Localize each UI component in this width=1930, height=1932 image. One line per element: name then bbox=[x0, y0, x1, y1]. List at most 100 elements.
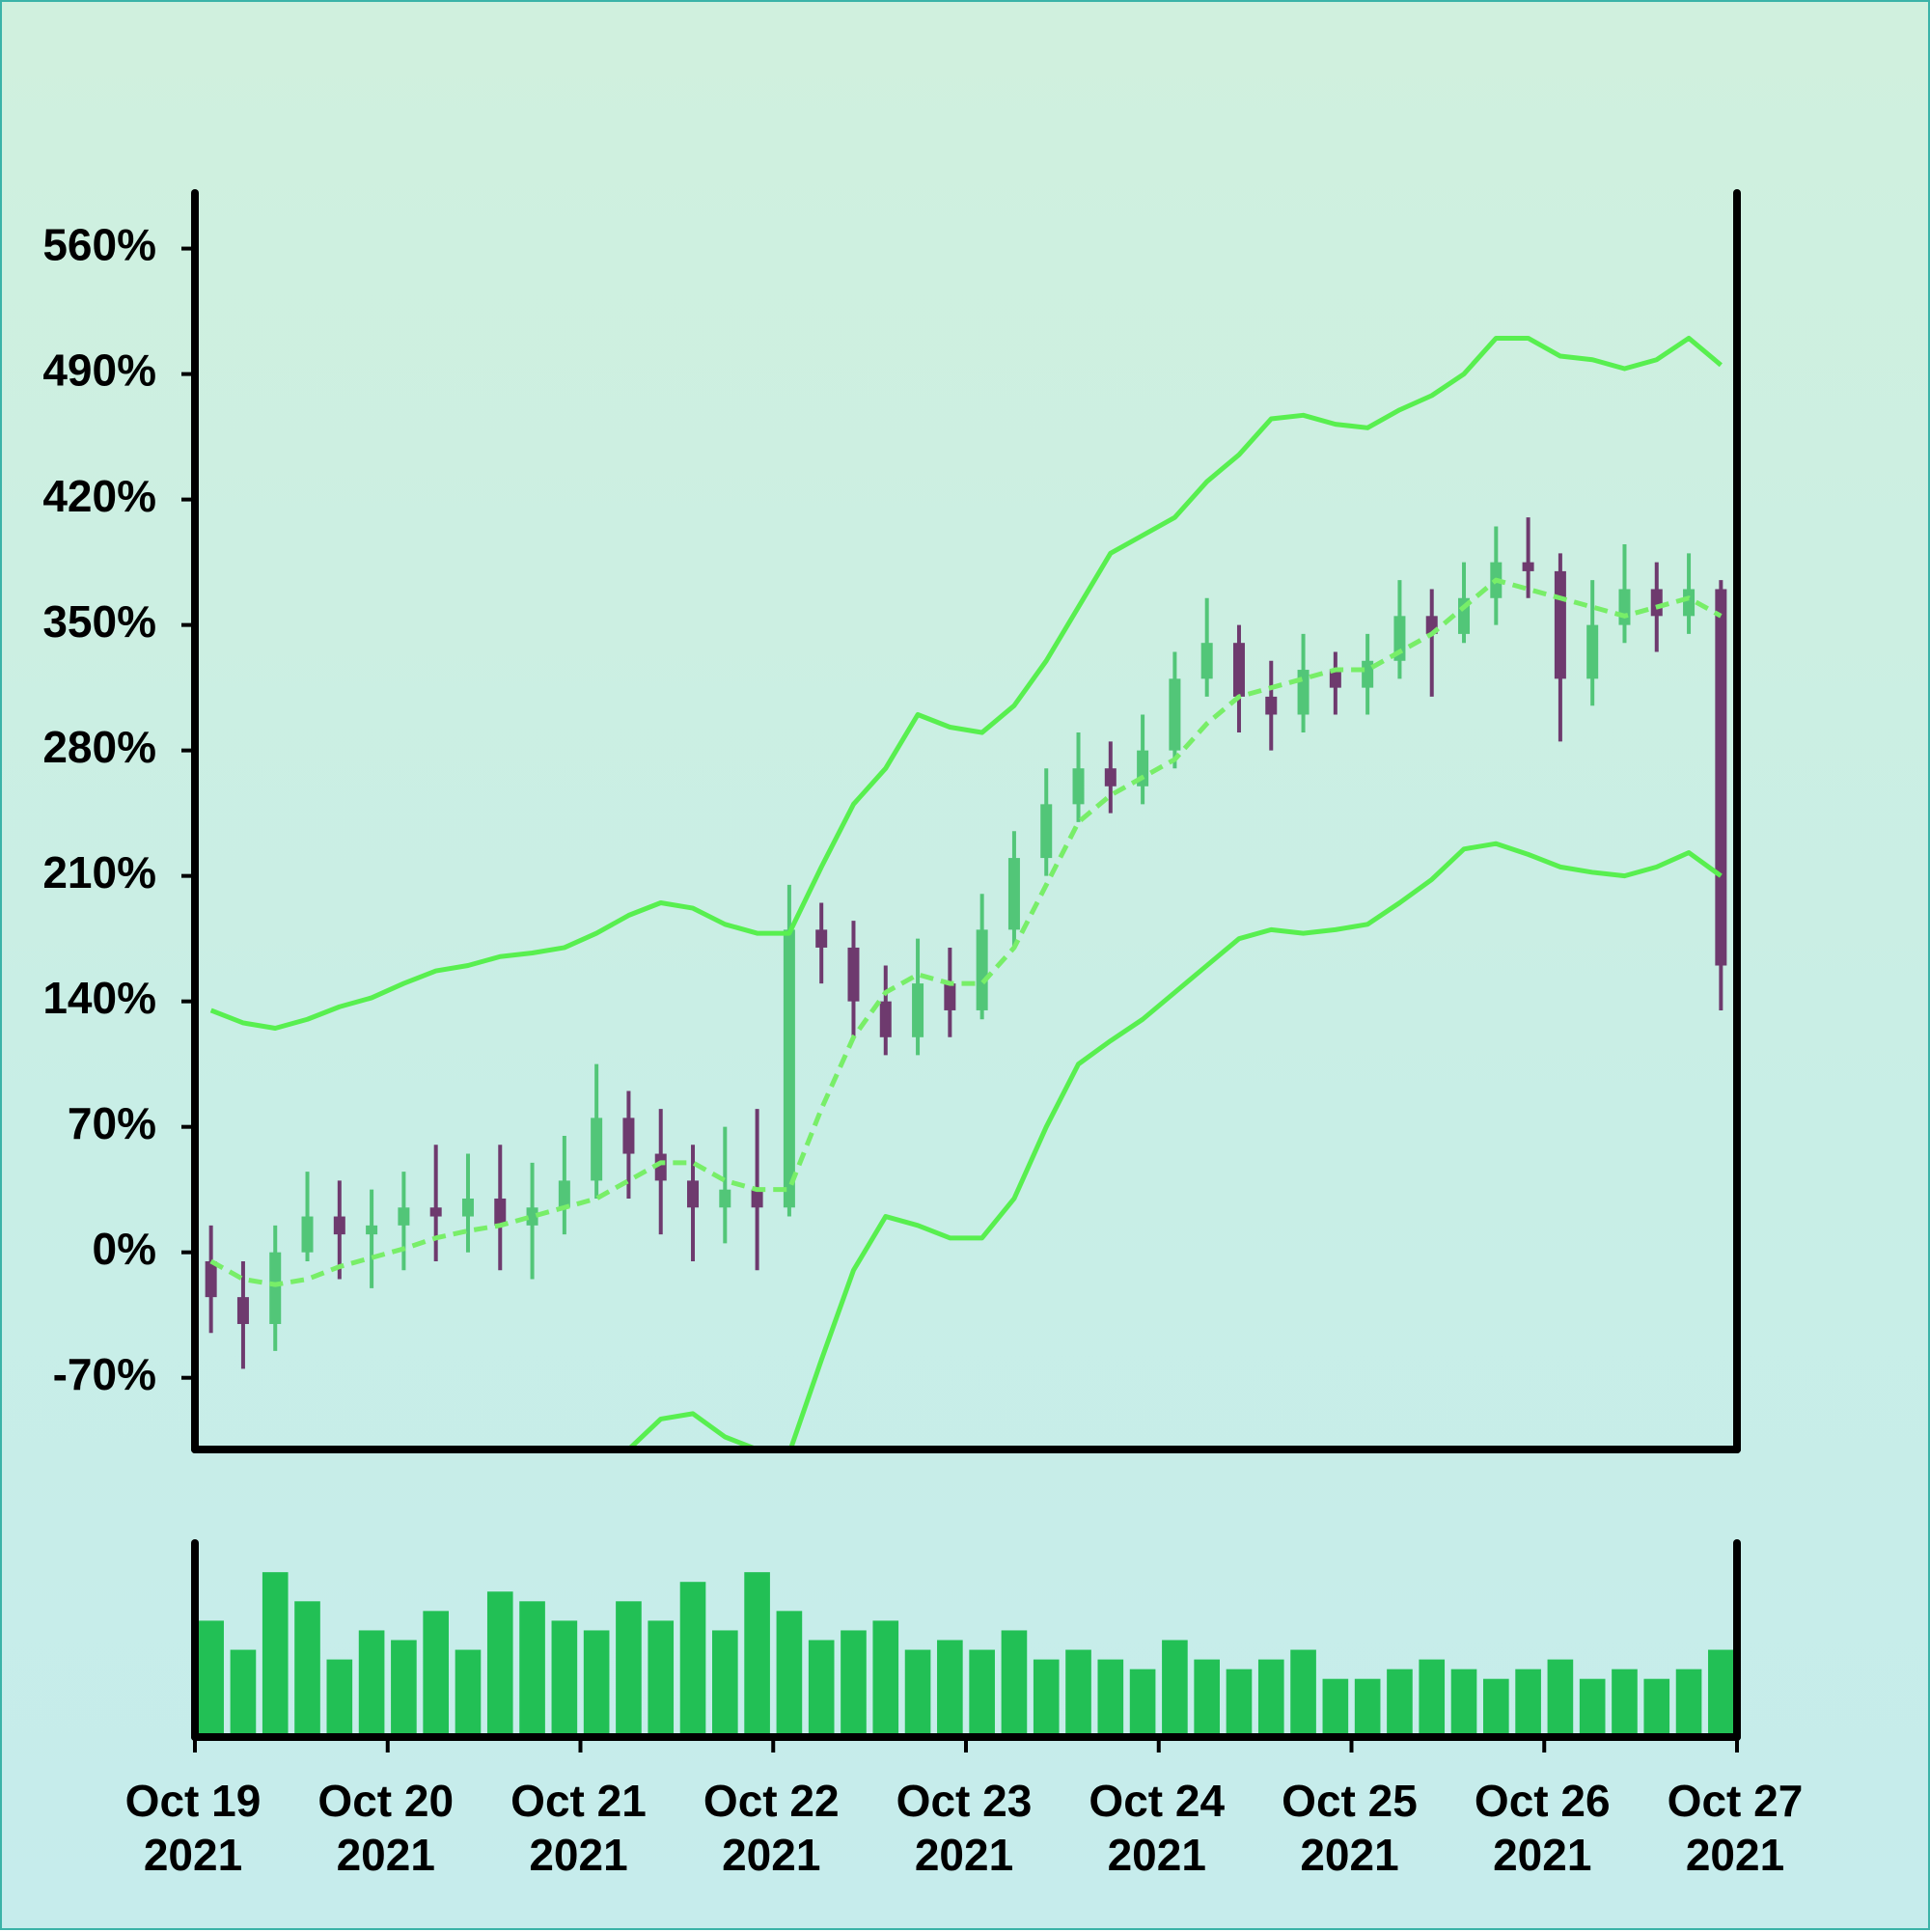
body bbox=[1683, 589, 1696, 617]
body bbox=[1265, 696, 1278, 715]
volume-bar bbox=[1322, 1678, 1349, 1737]
volume-panel bbox=[198, 1572, 1734, 1737]
volume-bar bbox=[1162, 1640, 1188, 1737]
volume-bar bbox=[1643, 1678, 1670, 1737]
body bbox=[687, 1180, 700, 1208]
body bbox=[236, 1297, 249, 1324]
x-tick-label: Oct 21 2021 bbox=[510, 1776, 647, 1880]
body bbox=[398, 1207, 410, 1226]
body bbox=[526, 1207, 538, 1226]
y-tick-label: 280% bbox=[42, 722, 156, 772]
volume-bar bbox=[486, 1591, 513, 1737]
body bbox=[1393, 616, 1406, 661]
volume-bar bbox=[1675, 1669, 1702, 1737]
body bbox=[429, 1207, 442, 1217]
volume-bar bbox=[1129, 1669, 1156, 1737]
body bbox=[1650, 589, 1663, 617]
body bbox=[912, 983, 924, 1037]
body bbox=[879, 1001, 892, 1037]
volume-bar bbox=[616, 1601, 642, 1737]
volume-bar bbox=[551, 1620, 578, 1737]
body bbox=[1618, 589, 1631, 625]
volume-bar bbox=[1482, 1678, 1509, 1737]
overlay-line bbox=[209, 577, 1723, 1287]
volume-bar bbox=[230, 1649, 257, 1737]
x-tick-label: Oct 20 2021 bbox=[317, 1776, 455, 1880]
x-tick-label: Oct 25 2021 bbox=[1282, 1776, 1418, 1880]
body bbox=[1715, 589, 1727, 966]
body bbox=[461, 1198, 474, 1217]
volume-bar bbox=[841, 1630, 867, 1737]
body bbox=[591, 1118, 603, 1181]
y-tick-label: 0% bbox=[93, 1224, 156, 1274]
body bbox=[719, 1189, 731, 1208]
x-tick-label: Oct 23 2021 bbox=[896, 1776, 1033, 1880]
volume-bar bbox=[1708, 1649, 1734, 1737]
volume-bar bbox=[294, 1601, 320, 1737]
body bbox=[269, 1252, 282, 1324]
volume-bar bbox=[1515, 1669, 1541, 1737]
body bbox=[1586, 624, 1599, 679]
volume-bar bbox=[904, 1649, 931, 1737]
body bbox=[1362, 660, 1374, 688]
volume-bar bbox=[1419, 1659, 1446, 1737]
volume-bar bbox=[1387, 1669, 1413, 1737]
volume-bar bbox=[872, 1620, 899, 1737]
volume-bar bbox=[198, 1620, 224, 1737]
volume-bar bbox=[711, 1630, 738, 1737]
volume-bar bbox=[391, 1640, 417, 1737]
body bbox=[976, 929, 988, 1010]
body bbox=[847, 947, 860, 1002]
volume-bar bbox=[423, 1611, 450, 1737]
body bbox=[494, 1198, 507, 1226]
volume-bar bbox=[1226, 1669, 1253, 1737]
overlay-line bbox=[623, 841, 1723, 1449]
body bbox=[1297, 670, 1310, 715]
y-tick-label: 140% bbox=[42, 973, 156, 1023]
volume-bar bbox=[1290, 1649, 1316, 1737]
body bbox=[1072, 768, 1085, 805]
y-tick-label: 70% bbox=[68, 1098, 156, 1148]
body bbox=[1169, 678, 1181, 751]
volume-bar bbox=[1612, 1669, 1638, 1737]
volume-bar bbox=[1001, 1630, 1028, 1737]
body bbox=[783, 929, 795, 1208]
volume-bar bbox=[648, 1620, 675, 1737]
volume-bar bbox=[1579, 1678, 1606, 1737]
y-tick-label: 350% bbox=[42, 596, 156, 647]
volume-bar bbox=[1194, 1659, 1221, 1737]
overlay-line bbox=[209, 335, 1723, 1032]
body bbox=[333, 1216, 345, 1235]
volume-bar bbox=[455, 1649, 482, 1737]
volume-bar bbox=[808, 1640, 835, 1737]
volume-bar bbox=[262, 1572, 289, 1737]
body bbox=[301, 1216, 314, 1253]
body bbox=[751, 1189, 763, 1208]
volume-bar bbox=[519, 1601, 545, 1737]
volume-bar bbox=[679, 1582, 706, 1737]
body bbox=[622, 1118, 635, 1154]
y-tick-label: 490% bbox=[42, 345, 156, 396]
y-tick-label: 420% bbox=[42, 471, 156, 521]
y-tick-label: -70% bbox=[53, 1349, 156, 1399]
x-tick-label: Oct 22 2021 bbox=[703, 1776, 840, 1880]
body bbox=[1522, 562, 1534, 571]
volume-bar bbox=[1450, 1669, 1477, 1737]
y-tick-label: 210% bbox=[42, 847, 156, 897]
body bbox=[1007, 858, 1020, 930]
x-tick-label: Oct 19 2021 bbox=[124, 1776, 262, 1880]
body bbox=[1200, 643, 1213, 679]
volume-bar bbox=[1547, 1659, 1574, 1737]
volume-bar bbox=[1257, 1659, 1284, 1737]
x-tick-label: Oct 24 2021 bbox=[1089, 1776, 1226, 1880]
x-tick-label: Oct 27 2021 bbox=[1667, 1776, 1804, 1880]
body bbox=[1554, 570, 1566, 679]
body bbox=[1329, 670, 1341, 688]
volume-bar bbox=[1033, 1659, 1060, 1737]
body bbox=[558, 1180, 570, 1208]
body bbox=[205, 1260, 217, 1298]
volume-bar bbox=[326, 1659, 353, 1737]
body bbox=[815, 929, 828, 948]
